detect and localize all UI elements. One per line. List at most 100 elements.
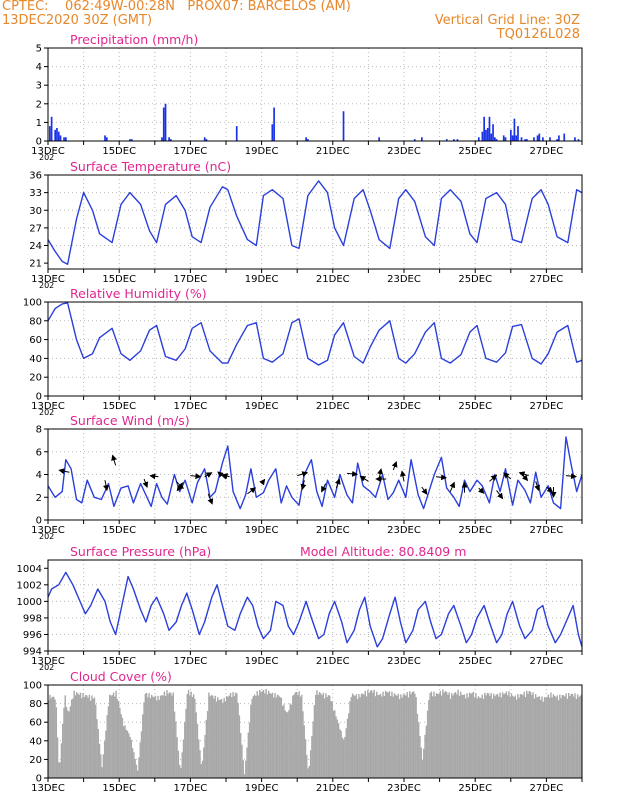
cloud-bar	[204, 734, 206, 778]
cloud-bar	[276, 694, 279, 778]
cloud-bar	[353, 695, 355, 778]
panel-2: 21 24 27 30 33 36 13DEC 15DEC 17DEC 19DEC 21DEC 23D…	[29, 159, 583, 290]
precip-bar	[168, 137, 170, 141]
x-tick-label: 17DEC	[174, 783, 208, 794]
precip-bar	[129, 139, 131, 141]
cloud-bar	[161, 695, 163, 778]
y-tick-label: 6	[36, 447, 42, 458]
corner-year-label: 202	[39, 281, 54, 290]
cloud-bar	[345, 728, 347, 778]
precip-bar	[59, 135, 62, 141]
cloud-bar	[538, 696, 541, 778]
cloud-bar	[306, 754, 308, 778]
cloud-bar	[171, 695, 173, 778]
cloud-bar	[130, 739, 133, 778]
cloud-bar	[114, 696, 116, 778]
cloud-bar	[479, 697, 481, 778]
cloud-bar	[295, 691, 298, 778]
y-tick-label: 3	[36, 81, 42, 92]
cloud-bar	[222, 702, 224, 778]
cloud-bar	[50, 698, 52, 778]
x-tick-label: 27DEC	[530, 401, 564, 412]
cloud-bar	[289, 703, 291, 778]
wind-arrow	[449, 481, 455, 492]
cloud-bar	[320, 693, 322, 778]
cloud-bar	[135, 764, 138, 778]
cloud-bar	[96, 719, 98, 778]
cloud-bar	[191, 696, 194, 778]
cloud-bar	[284, 710, 286, 778]
wind-arrow	[334, 478, 341, 489]
cloud-bar	[336, 719, 339, 778]
precip-bar	[490, 133, 493, 141]
cloud-bar	[138, 757, 140, 778]
cloud-bar	[106, 715, 108, 778]
cloud-bar	[126, 730, 129, 778]
x-tick-label: 19DEC	[245, 783, 279, 794]
cloud-bar	[100, 754, 102, 778]
cloud-bar	[578, 696, 580, 778]
cloud-bar	[392, 696, 394, 778]
series-line	[47, 180, 583, 265]
cloud-bar	[556, 695, 558, 778]
precip-bar	[485, 129, 487, 141]
precip-bar	[481, 131, 484, 141]
cloud-bar	[86, 695, 88, 778]
cloud-bar	[267, 690, 270, 778]
header-model-code: TQ0126L028	[496, 27, 580, 42]
cloud-bar	[74, 695, 77, 778]
cloud-bar	[144, 693, 147, 778]
series-line	[47, 302, 583, 366]
cloud-bar	[238, 715, 241, 778]
cloud-bar	[299, 696, 302, 778]
x-tick-label: 25DEC	[458, 783, 492, 794]
wind-arrow	[111, 454, 117, 466]
cloud-bar	[512, 695, 514, 778]
cloud-bar	[255, 696, 257, 778]
cloud-bar	[529, 691, 532, 778]
cloud-bar	[395, 694, 397, 778]
precip-bar	[556, 139, 558, 141]
x-tick-label: 27DEC	[530, 783, 564, 794]
cloud-bar	[466, 693, 468, 778]
cloud-bar	[453, 693, 455, 778]
cloud-bar	[217, 697, 219, 778]
cloud-bar	[397, 693, 400, 778]
cloud-bar	[79, 692, 82, 778]
precip-bar	[445, 139, 448, 141]
wind-arrow	[103, 480, 109, 492]
x-tick-label: 25DEC	[458, 525, 492, 536]
cloud-bar	[234, 692, 237, 778]
x-tick-label: 13DEC	[31, 146, 65, 157]
cloud-bar	[48, 700, 50, 778]
cloud-bar	[522, 695, 524, 778]
cloud-bar	[148, 693, 150, 778]
cloud-bar	[373, 689, 375, 778]
cloud-bar	[274, 692, 276, 778]
y-tick-label: 998	[23, 613, 42, 624]
precip-bar	[502, 135, 505, 141]
cloud-bar	[65, 706, 68, 778]
cloud-bar	[355, 694, 358, 778]
cloud-bar	[232, 692, 234, 778]
cloud-bar	[242, 760, 244, 778]
cloud-bar	[350, 696, 352, 778]
cloud-bar	[271, 692, 274, 778]
cloud-bar	[480, 697, 482, 778]
cloud-bar	[486, 692, 489, 778]
cloud-bar	[199, 750, 201, 778]
y-tick-label: 20	[29, 755, 42, 766]
cloud-bar	[568, 693, 570, 778]
cloud-bar	[536, 697, 538, 778]
cloud-bar	[351, 693, 354, 778]
cloud-bar	[73, 690, 75, 778]
x-tick-label: 19DEC	[245, 401, 279, 412]
cloud-bar	[564, 696, 566, 778]
cloud-bar	[166, 690, 168, 778]
panel-title: Surface Wind (m/s)	[70, 413, 190, 428]
cloud-bar	[297, 695, 299, 778]
cloud-bar	[227, 696, 229, 778]
cloud-bar	[103, 741, 106, 778]
cloud-bar	[83, 696, 85, 778]
